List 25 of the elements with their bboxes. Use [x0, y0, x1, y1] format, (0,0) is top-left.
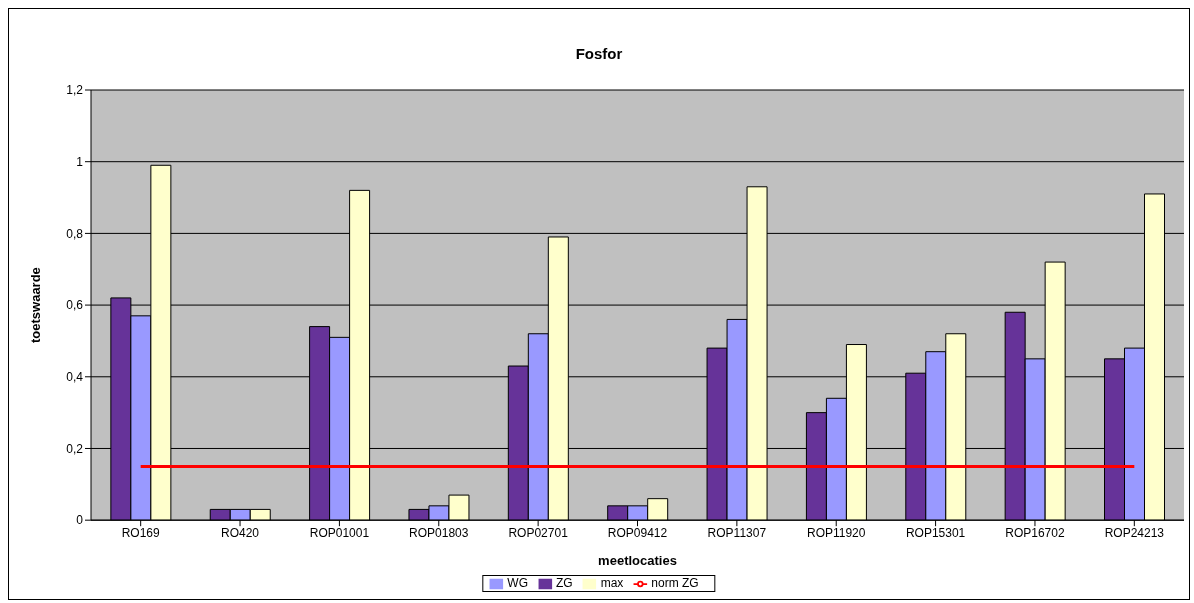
- x-tick-label: ROP02701: [508, 525, 569, 540]
- x-tick-label: ROP16702: [1005, 525, 1065, 540]
- chart-title: Fosfor: [574, 45, 624, 62]
- x-tick-label: ROP01803: [409, 525, 469, 540]
- x-tick-label: RO420: [221, 525, 260, 540]
- x-tick-label: RO169: [121, 525, 161, 540]
- y-tick-label: 0,2: [66, 441, 84, 456]
- x-tick-label: ROP15301: [905, 525, 966, 540]
- x-axis-title: meetlocaties: [598, 553, 677, 569]
- y-tick-label: 0,4: [66, 370, 84, 385]
- x-tick-label: ROP11920: [806, 525, 866, 540]
- legend-label: max: [600, 576, 624, 591]
- y-axis-title: toetswaarde: [27, 267, 43, 344]
- y-tick-label: 0,6: [66, 298, 84, 313]
- x-tick-label: ROP11307: [707, 525, 767, 540]
- y-tick-label: 0,8: [66, 226, 84, 241]
- x-tick-label: ROP09412: [607, 525, 668, 540]
- y-tick-label: 1: [76, 154, 84, 169]
- x-tick-label: ROP01001: [309, 525, 370, 540]
- legend-label: norm ZG: [651, 576, 699, 591]
- legend-label: ZG: [555, 576, 573, 591]
- legend-label: WG: [507, 576, 528, 591]
- y-tick-label: 0: [76, 513, 84, 528]
- x-tick-label: ROP24213: [1104, 525, 1165, 540]
- y-tick-label: 1,2: [66, 83, 84, 98]
